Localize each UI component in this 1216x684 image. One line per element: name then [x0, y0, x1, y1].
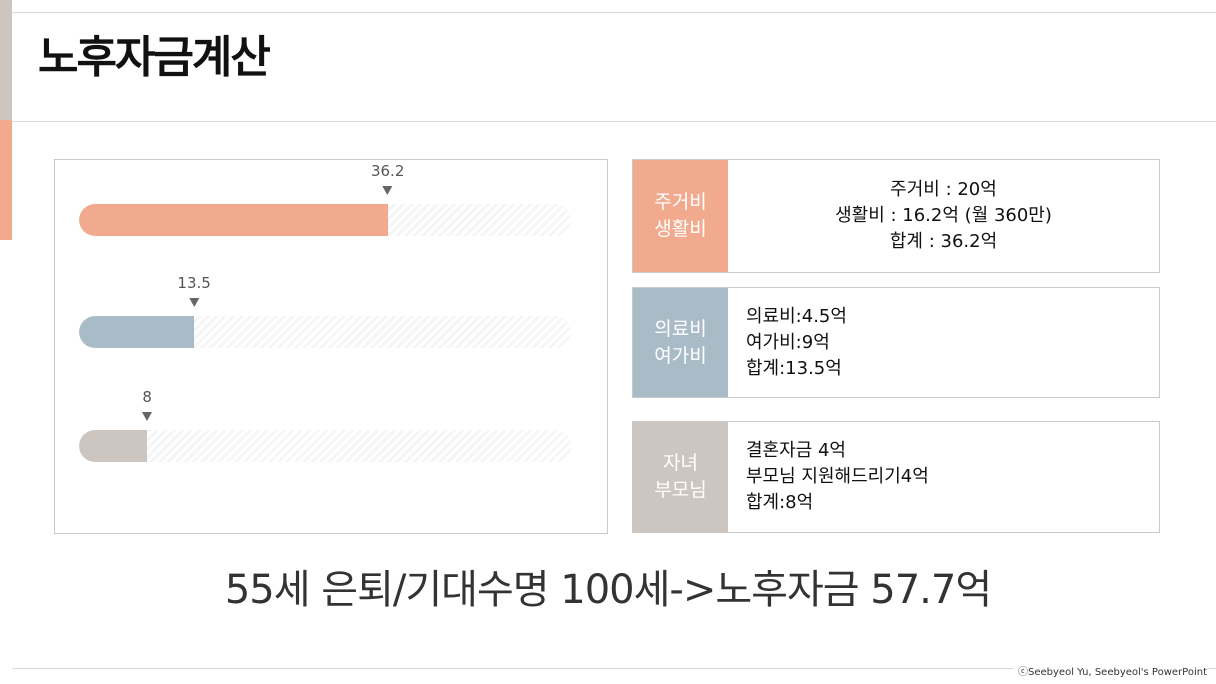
info-line: 생활비 : 16.2억 (월 360만)	[835, 205, 1052, 226]
bar-row-housing: 36.2	[79, 162, 571, 236]
bar-fill	[79, 316, 195, 348]
bar-value-label: 13.5	[177, 274, 211, 292]
info-line: 의료비:4.5억	[746, 305, 847, 327]
info-line: 여가비:9억	[746, 331, 830, 353]
bar-fill	[79, 430, 148, 462]
marker-triangle-icon	[142, 412, 153, 421]
summary-text: 55세 은퇴/기대수명 100세->노후자금 57.7억	[224, 567, 992, 613]
bar-row-medical: 13.5	[79, 274, 571, 348]
label-line: 주거비	[654, 191, 707, 213]
marker-triangle-icon	[189, 298, 200, 307]
info-line: 주거비 : 20억	[890, 179, 997, 200]
info-label-family: 자녀 부모님	[633, 422, 728, 532]
bar-track	[79, 430, 571, 462]
title-divider	[12, 121, 1216, 122]
label-line: 자녀	[663, 452, 698, 474]
bar-row-family: 8	[79, 388, 571, 462]
label-line: 부모님	[654, 479, 707, 501]
info-line: 부모님 지원해드리기4억	[746, 466, 929, 487]
label-line: 생활비	[654, 218, 707, 240]
bottom-divider	[12, 668, 1216, 669]
copyright-text: ⓒSeebyeol Yu, Seebyeol's PowerPoint	[1014, 663, 1207, 678]
info-label-housing: 주거비 생활비	[633, 160, 728, 272]
bar-value-label: 8	[142, 388, 152, 406]
bar-value-marker: 13.5	[177, 274, 211, 307]
info-body-medical: 의료비:4.5억 여가비:9억 합계:13.5억	[728, 288, 1159, 397]
bar-chart: 36.2 13.5 8	[54, 159, 608, 534]
bar-value-marker: 36.2	[371, 162, 404, 195]
accent-bar-salmon	[0, 120, 12, 240]
info-box-family: 자녀 부모님 결혼자금 4억 부모님 지원해드리기4억 합계:8억	[632, 421, 1160, 533]
info-line: 결혼자금 4억	[746, 440, 846, 461]
info-box-medical: 의료비 여가비 의료비:4.5억 여가비:9억 합계:13.5억	[632, 287, 1160, 398]
info-line: 합계:8억	[746, 492, 814, 513]
info-label-medical: 의료비 여가비	[633, 288, 728, 397]
top-divider	[12, 12, 1216, 13]
page-title: 노후자금계산	[38, 32, 271, 83]
bar-fill	[79, 204, 388, 236]
bar-track	[79, 204, 571, 236]
marker-triangle-icon	[382, 186, 393, 195]
info-body-housing: 주거비 : 20억 생활비 : 16.2억 (월 360만) 합계 : 36.2…	[728, 160, 1159, 272]
label-line: 의료비	[654, 317, 707, 340]
accent-bar-gray	[0, 0, 12, 120]
bar-value-marker: 8	[142, 388, 153, 421]
info-body-family: 결혼자금 4억 부모님 지원해드리기4억 합계:8억	[728, 422, 1159, 532]
info-box-housing: 주거비 생활비 주거비 : 20억 생활비 : 16.2억 (월 360만) 합…	[632, 159, 1160, 273]
label-line: 여가비	[654, 344, 707, 367]
info-line: 합계 : 36.2억	[889, 231, 998, 252]
bar-track	[79, 316, 571, 348]
info-line: 합계:13.5억	[746, 357, 842, 379]
bar-value-label: 36.2	[370, 162, 405, 180]
